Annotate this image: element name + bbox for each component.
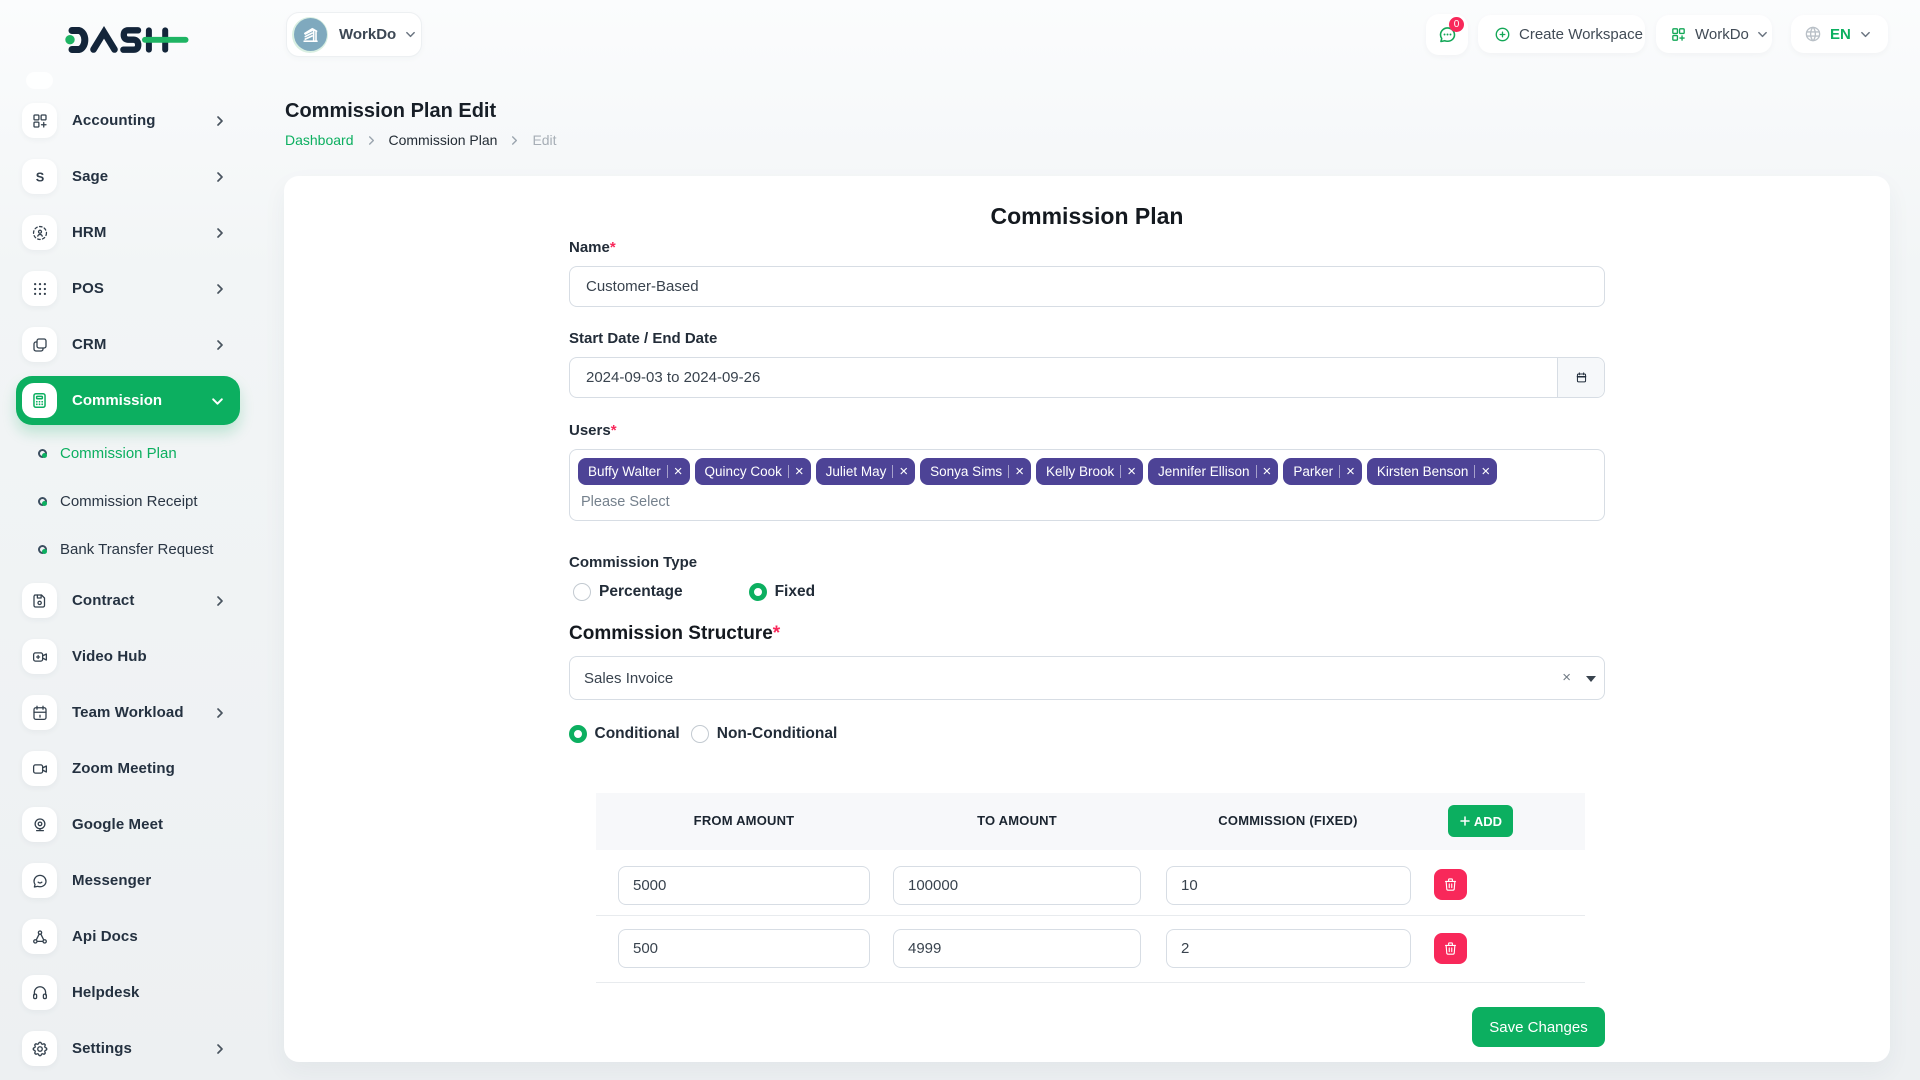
svg-text:S: S <box>35 169 44 184</box>
